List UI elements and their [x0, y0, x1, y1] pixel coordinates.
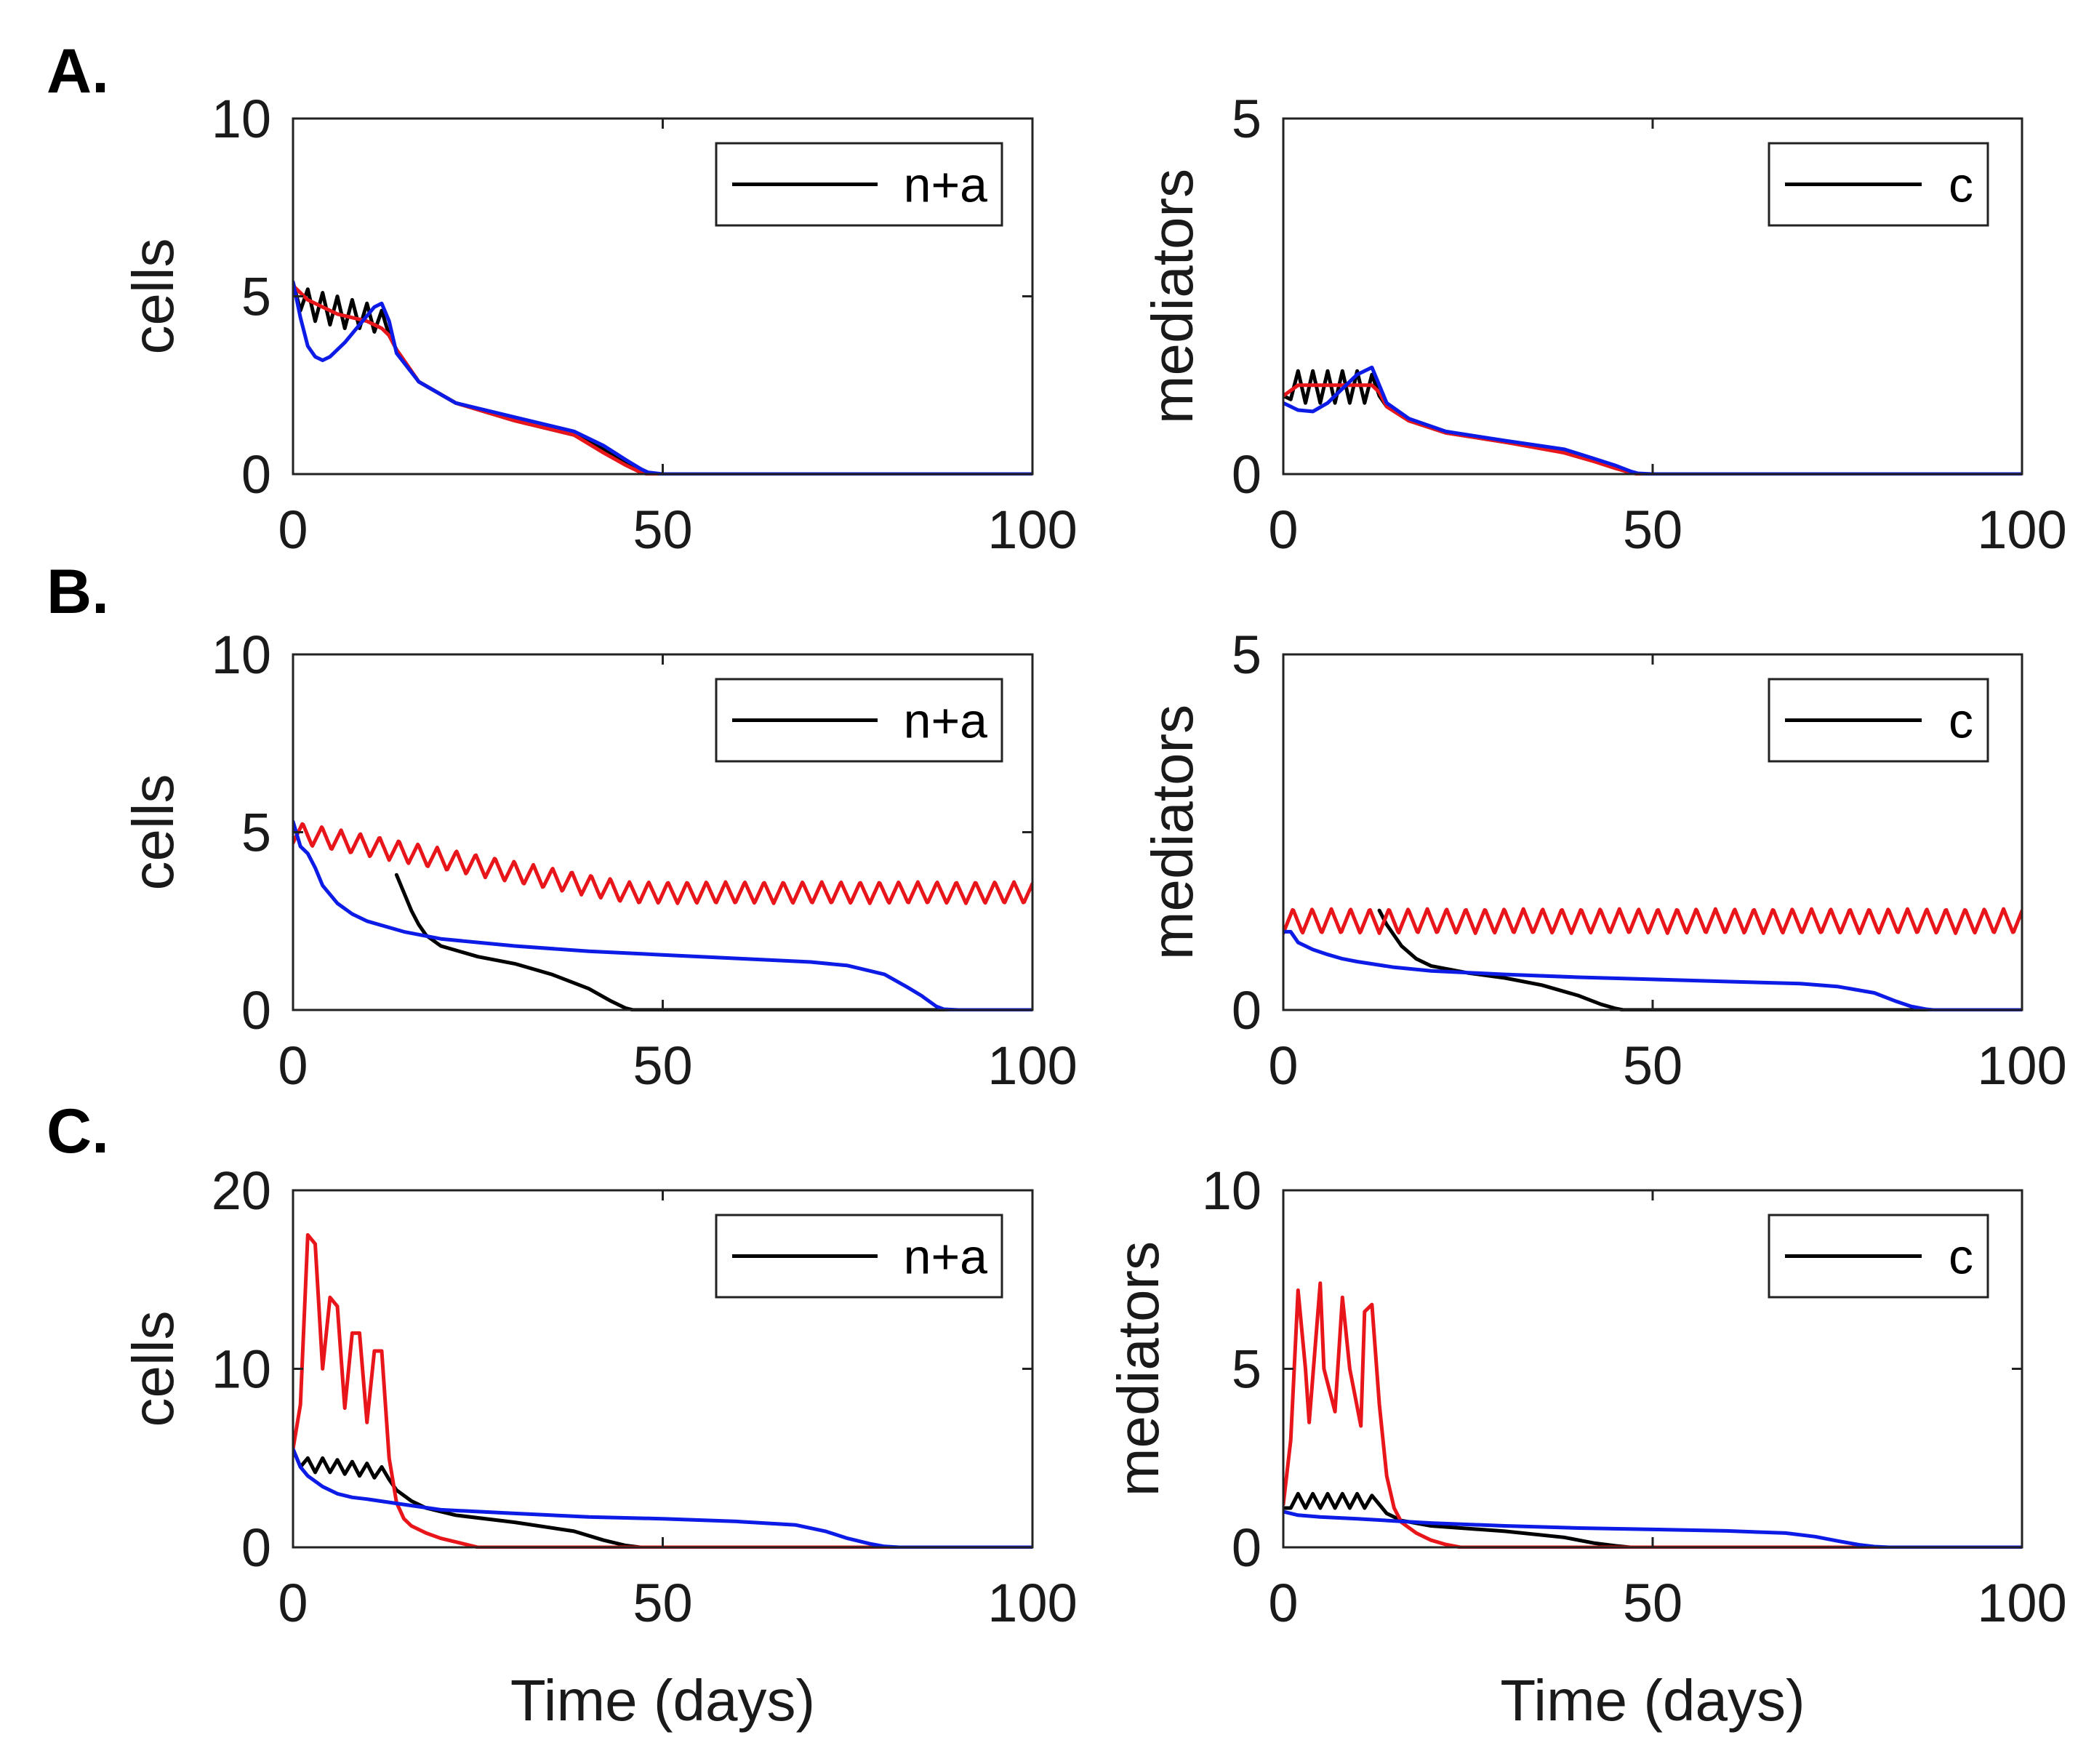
x-tick-label: 0	[278, 1573, 308, 1633]
chart-0-0: 0 50 100 0 5 10 cells n+a	[121, 89, 1078, 560]
y-tick-label: 0	[1232, 980, 1261, 1041]
x-tick-label: 50	[1623, 500, 1682, 560]
x-tick-label: 100	[987, 1035, 1077, 1096]
y-axis-label: cells	[121, 1310, 185, 1427]
y-tick-label: 0	[241, 1518, 271, 1578]
series-line-red	[1283, 383, 2022, 476]
series-line-c	[1283, 369, 2022, 476]
y-axis-label: cells	[121, 774, 185, 890]
x-tick-label: 100	[987, 500, 1077, 560]
chart-0-1: 0 50 100 0 5 mediators c	[1140, 89, 2067, 560]
legend-label: n+a	[904, 1230, 988, 1285]
x-tick-label: 0	[1268, 500, 1298, 560]
panel-label: B.	[47, 557, 109, 627]
y-axis-label: cells	[121, 238, 185, 354]
legend-label: c	[1949, 694, 1973, 749]
legend-label: c	[1949, 1230, 1973, 1285]
y-tick-label: 0	[241, 444, 271, 505]
x-tick-label: 50	[1623, 1035, 1682, 1096]
y-tick-label: 5	[241, 803, 271, 863]
legend: c	[1768, 678, 1989, 763]
x-tick-label: 100	[1977, 500, 2066, 560]
series-group	[293, 1232, 1032, 1549]
series-line-c	[1283, 1491, 2022, 1549]
series-line-c	[1377, 908, 2022, 1011]
legend: n+a	[715, 142, 1003, 227]
x-tick-label: 0	[278, 1035, 308, 1096]
legend-label: n+a	[904, 158, 988, 213]
y-tick-label: 10	[212, 1339, 271, 1400]
chart-2-0: 0 50 100 0 10 20 cells Time (days) n+a	[121, 1160, 1078, 1733]
series-line-blue	[1283, 1510, 2022, 1549]
chart-1-0: 0 50 100 0 5 10 cells n+a	[121, 625, 1078, 1096]
x-tick-label: 50	[633, 1573, 692, 1633]
y-tick-label: 20	[212, 1160, 271, 1221]
series-line-red	[1283, 907, 2022, 935]
y-tick-label: 5	[1232, 625, 1261, 685]
y-axis-label: mediators	[1106, 1241, 1171, 1496]
series-line-blue	[1283, 365, 2022, 476]
x-tick-label: 0	[278, 500, 308, 560]
series-line-red	[1283, 1281, 2022, 1549]
x-axis-label: Time (days)	[1500, 1668, 1805, 1733]
series-line-red	[293, 1232, 1032, 1549]
x-tick-label: 50	[633, 1035, 692, 1096]
x-tick-label: 50	[633, 500, 692, 560]
x-axis-label: Time (days)	[510, 1668, 815, 1733]
series-line-red	[293, 822, 1032, 905]
series-line-n+a	[293, 1447, 1032, 1549]
x-tick-label: 100	[1977, 1035, 2066, 1096]
y-tick-label: 10	[1202, 1160, 1261, 1221]
series-line-blue	[293, 819, 1032, 1011]
x-tick-label: 100	[987, 1573, 1077, 1633]
legend: c	[1768, 142, 1989, 227]
legend: n+a	[715, 1214, 1003, 1299]
series-group	[1283, 907, 2022, 1011]
y-axis-label: mediators	[1140, 169, 1205, 424]
y-tick-label: 5	[1232, 89, 1261, 149]
y-tick-label: 10	[212, 625, 271, 685]
legend-label: c	[1949, 158, 1973, 213]
chart-2-1: 0 50 100 0 5 10 mediators Time (days) c	[1106, 1160, 2067, 1733]
chart-1-1: 0 50 100 0 5 mediators c	[1140, 625, 2067, 1096]
x-tick-label: 100	[1977, 1573, 2066, 1633]
legend: c	[1768, 1214, 1989, 1299]
panel-label: C.	[47, 1097, 109, 1166]
series-line-red	[293, 284, 1032, 476]
legend-label: n+a	[904, 694, 988, 749]
y-tick-label: 0	[1232, 444, 1261, 505]
legend: n+a	[715, 678, 1003, 763]
x-tick-label: 50	[1623, 1573, 1682, 1633]
x-tick-label: 0	[1268, 1035, 1298, 1096]
panel-label: A.	[47, 36, 109, 106]
series-group	[293, 819, 1032, 1011]
y-axis-label: mediators	[1140, 705, 1205, 960]
series-line-blue	[1283, 929, 2022, 1011]
y-tick-label: 10	[212, 89, 271, 149]
series-line-n+a	[293, 280, 1032, 476]
x-tick-label: 0	[1268, 1573, 1298, 1633]
y-tick-label: 5	[1232, 1339, 1261, 1400]
series-line-blue	[293, 1447, 1032, 1549]
y-tick-label: 5	[241, 267, 271, 327]
series-group	[1283, 1281, 2022, 1549]
y-tick-label: 0	[241, 980, 271, 1041]
series-group	[293, 280, 1032, 476]
y-tick-label: 0	[1232, 1518, 1261, 1578]
series-group	[1283, 365, 2022, 476]
series-line-blue	[293, 280, 1032, 476]
